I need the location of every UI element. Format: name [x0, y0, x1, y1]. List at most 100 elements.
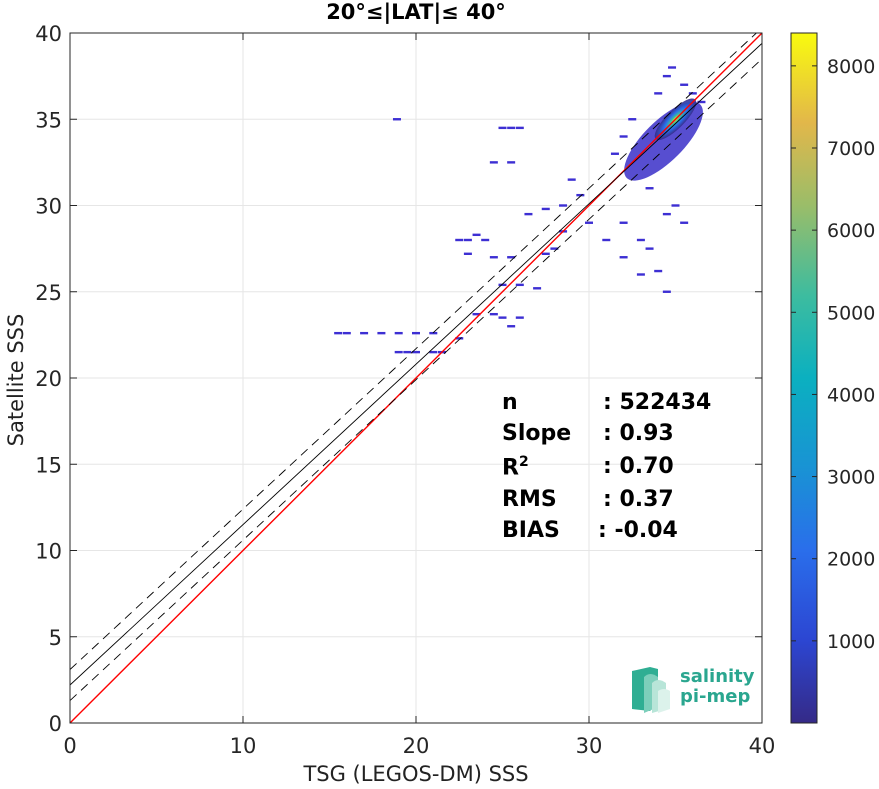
density-point: [463, 252, 472, 255]
density-point: [489, 161, 498, 164]
grid-lines: [70, 33, 762, 723]
density-point: [533, 287, 542, 290]
density-point: [619, 256, 628, 259]
reference-line: [70, 43, 762, 686]
density-point: [619, 221, 628, 224]
density-point: [524, 212, 533, 216]
reference-lines: [70, 33, 762, 723]
density-point: [662, 290, 671, 293]
x-tick-label: 20: [403, 734, 430, 758]
stat-key-r2-base: R: [502, 455, 519, 481]
density-point: [576, 193, 585, 197]
colorbar-tick-label: 4000: [827, 384, 875, 406]
density-point: [628, 118, 637, 121]
colorbar-tick-label: 2000: [827, 549, 875, 571]
density-point: [455, 337, 464, 340]
density-point: [515, 126, 524, 130]
density-point: [403, 350, 412, 354]
density-point: [680, 221, 689, 224]
density-point: [697, 100, 706, 104]
y-tick-label: 15: [35, 453, 62, 477]
density-point: [489, 312, 498, 316]
density-point: [688, 92, 697, 95]
y-tick-label: 30: [35, 195, 62, 219]
density-point: [334, 331, 343, 335]
density-point: [541, 207, 550, 211]
density-point: [507, 126, 516, 130]
reference-line: [70, 33, 758, 670]
stat-value-n: : 522434: [603, 390, 712, 415]
x-tick-label: 40: [749, 734, 776, 758]
colorbar-tick-label: 5000: [827, 302, 875, 324]
density-point: [515, 283, 524, 287]
x-axis-label: TSG (LEGOS-DM) SSS: [303, 762, 529, 786]
density-point: [377, 331, 386, 335]
density-point: [489, 256, 498, 259]
stat-key-n: n: [502, 390, 518, 415]
colorbar-tick-label: 7000: [827, 138, 875, 160]
density-point: [455, 238, 464, 242]
density-point: [567, 178, 576, 181]
density-point: [481, 238, 490, 242]
density-point: [394, 350, 403, 354]
density-point: [412, 350, 420, 354]
density-point: [636, 273, 645, 276]
density-point: [472, 233, 481, 237]
y-tick-label: 40: [35, 22, 62, 46]
wave-logo-icon: [632, 667, 670, 713]
reference-line: [70, 58, 762, 701]
colorbar-tick-label: 6000: [827, 220, 875, 242]
density-point: [515, 316, 524, 319]
y-tick-label: 10: [35, 540, 62, 564]
colorbar-tick-label: 3000: [827, 467, 875, 489]
density-point: [645, 187, 654, 190]
logo-line-1: salinity: [680, 666, 755, 687]
density-point: [394, 331, 403, 335]
x-tick-label: 30: [576, 734, 603, 758]
density-layer: [334, 66, 706, 354]
density-point: [507, 256, 516, 259]
salinity-pimep-logo: salinity pi-mep: [628, 663, 760, 715]
density-point: [680, 83, 689, 86]
density-point: [636, 238, 645, 242]
y-tick-label: 25: [35, 281, 62, 305]
axis-ticks: 0 10 20 30 40 0 5 10 15 20 25 30 35 40: [35, 22, 775, 758]
density-point: [360, 331, 369, 335]
colorbar-tick-label: 1000: [827, 631, 875, 653]
stat-key-bias: BIAS: [502, 518, 560, 543]
reference-line: [70, 33, 762, 723]
density-point: [498, 283, 507, 287]
density-point: [619, 135, 628, 138]
density-point: [412, 331, 420, 335]
stat-key-slope: Slope: [502, 421, 572, 446]
density-point: [507, 161, 516, 164]
stat-key-rms: RMS: [502, 487, 557, 512]
x-tick-label: 10: [230, 734, 257, 758]
y-tick-label: 0: [49, 712, 62, 736]
density-point: [392, 118, 401, 121]
density-point: [654, 92, 663, 95]
density-point: [559, 204, 568, 207]
density-point: [472, 312, 481, 316]
density-cloud: [624, 101, 703, 181]
colorbar: 1000 2000 3000 4000 5000 6000 7000 8000: [790, 32, 875, 724]
density-point: [463, 238, 472, 242]
density-point: [671, 204, 680, 207]
colorbar-tick-label: 8000: [827, 56, 875, 78]
density-point: [662, 74, 671, 78]
stat-value-rms: : 0.37: [603, 487, 674, 512]
density-point: [662, 212, 671, 216]
density-point: [610, 152, 619, 155]
stat-key-r2-sup: 2: [518, 454, 529, 470]
density-point: [429, 350, 438, 354]
density-point: [602, 238, 611, 242]
logo-line-2: pi-mep: [680, 686, 751, 707]
density-point: [550, 247, 559, 250]
y-tick-label: 20: [35, 367, 62, 391]
y-tick-label: 35: [35, 108, 62, 132]
stat-value-bias: : -0.04: [598, 518, 678, 543]
chart-title: 20°≤|LAT|≤ 40°: [326, 0, 506, 24]
stat-value-slope: : 0.93: [603, 421, 674, 446]
density-point: [668, 66, 677, 69]
